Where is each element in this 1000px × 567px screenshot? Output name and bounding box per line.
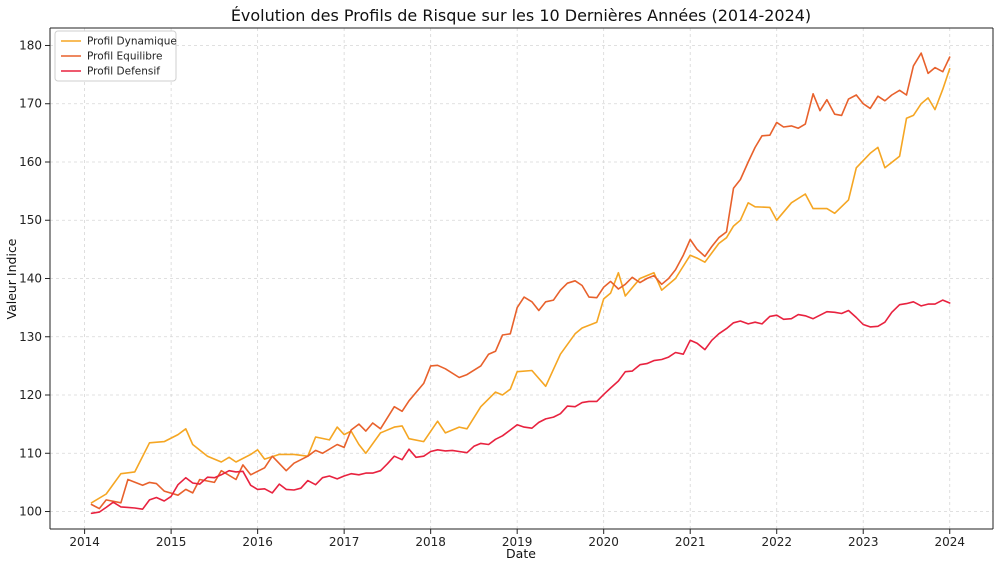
chart-title: Évolution des Profils de Risque sur les … xyxy=(231,6,811,25)
x-tick-label-2022: 2022 xyxy=(761,535,792,549)
x-tick-label-2023: 2023 xyxy=(848,535,879,549)
series-lines xyxy=(90,52,951,515)
y-tick-label-160: 160 xyxy=(19,155,42,169)
y-axis-title: Valeur Indice xyxy=(4,238,19,319)
x-tick-label-2019: 2019 xyxy=(502,535,533,549)
x-tick-label-2015: 2015 xyxy=(156,535,187,549)
x-axis-ticks: 2014 2015 2016 2017 2018 2019 2020 2021 2022 2023… xyxy=(69,529,965,549)
y-tick-label-180: 180 xyxy=(19,38,42,52)
series-line-profil-equilibre xyxy=(90,52,951,510)
legend-label-equilibre: Profil Equilibre xyxy=(87,51,162,63)
x-tick-label-2016: 2016 xyxy=(242,535,273,549)
grid xyxy=(50,28,993,529)
y-tick-label-120: 120 xyxy=(19,388,42,402)
y-tick-label-140: 140 xyxy=(19,272,42,286)
series-line-profil-dynamique xyxy=(90,68,951,504)
y-tick-label-110: 110 xyxy=(19,446,42,460)
legend-label-dynamique: Profil Dynamique xyxy=(87,36,177,48)
y-tick-label-130: 130 xyxy=(19,330,42,344)
x-tick-label-2020: 2020 xyxy=(588,535,619,549)
x-tick-label-2014: 2014 xyxy=(69,535,100,549)
y-tick-label-100: 100 xyxy=(19,505,42,519)
legend: Profil Dynamique Profil Equilibre Profil… xyxy=(54,30,177,82)
x-tick-label-2021: 2021 xyxy=(675,535,706,549)
legend-label-defensif: Profil Defensif xyxy=(87,66,160,78)
axes xyxy=(49,27,994,530)
legend-box xyxy=(54,30,177,82)
x-tick-label-2024: 2024 xyxy=(934,535,965,549)
series-line-profil-defensif xyxy=(90,299,951,515)
y-tick-label-150: 150 xyxy=(19,213,42,227)
x-tick-label-2017: 2017 xyxy=(329,535,360,549)
x-axis-title: Date xyxy=(506,546,536,561)
x-tick-label-2018: 2018 xyxy=(415,535,446,549)
y-tick-label-170: 170 xyxy=(19,97,42,111)
y-axis-ticks: 100 110 120 130 140 150 160 170 180 xyxy=(19,38,50,519)
